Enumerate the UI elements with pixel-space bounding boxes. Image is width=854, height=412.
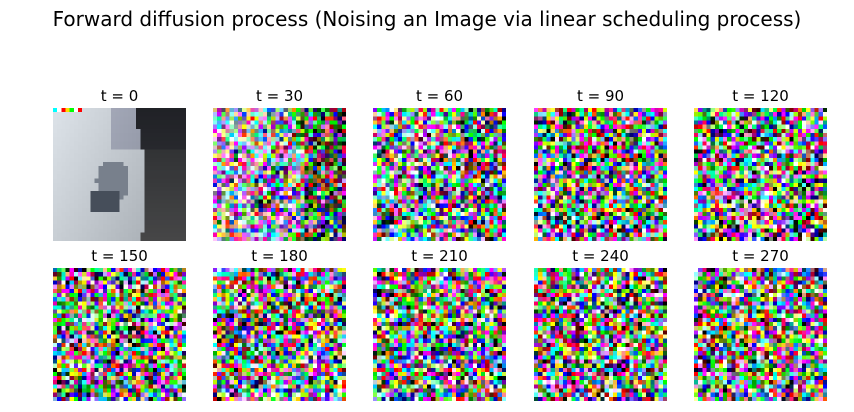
panel-t60: t = 60 — [373, 87, 506, 241]
panel-title: t = 90 — [576, 87, 625, 105]
panel-title: t = 120 — [732, 87, 789, 105]
noised-image-t120 — [694, 108, 827, 241]
noised-image-t30 — [213, 108, 346, 241]
panel-title: t = 150 — [91, 247, 148, 265]
panel-title: t = 30 — [255, 87, 304, 105]
panel-title: t = 270 — [732, 247, 789, 265]
panel-t270: t = 270 — [694, 247, 827, 401]
noised-image-t270 — [694, 268, 827, 401]
panel-title: t = 60 — [415, 87, 464, 105]
panel-t240: t = 240 — [534, 247, 667, 401]
noised-image-t150 — [53, 268, 186, 401]
panel-title: t = 210 — [411, 247, 468, 265]
panel-t120: t = 120 — [694, 87, 827, 241]
noised-image-t60 — [373, 108, 506, 241]
noised-image-t180 — [213, 268, 346, 401]
noised-image-t90 — [534, 108, 667, 241]
panel-title: t = 240 — [572, 247, 629, 265]
panel-t180: t = 180 — [213, 247, 346, 401]
figure-title: Forward diffusion process (Noising an Im… — [52, 7, 802, 31]
panel-title: t = 0 — [100, 87, 139, 105]
panel-t210: t = 210 — [373, 247, 506, 401]
panel-title: t = 180 — [251, 247, 308, 265]
noised-image-t240 — [534, 268, 667, 401]
panel-t0: t = 0 — [53, 87, 186, 241]
panel-t150: t = 150 — [53, 247, 186, 401]
panel-t90: t = 90 — [534, 87, 667, 241]
panel-t30: t = 30 — [213, 87, 346, 241]
noised-image-t0 — [53, 108, 186, 241]
noised-image-t210 — [373, 268, 506, 401]
